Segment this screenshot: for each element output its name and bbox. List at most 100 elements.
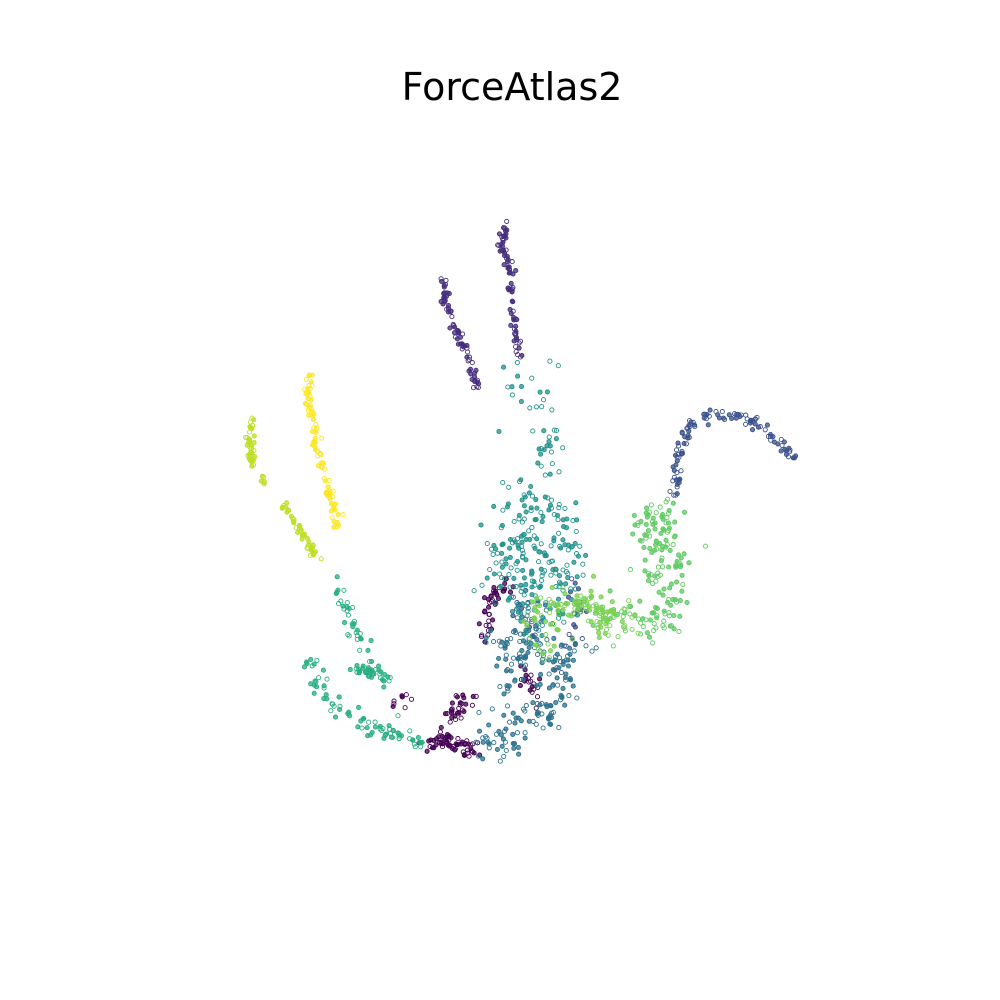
scatter-point [482, 608, 488, 614]
scatter-point [510, 271, 516, 277]
scatter-point [508, 322, 514, 328]
scatter-point [553, 700, 559, 706]
scatter-point [546, 714, 552, 720]
scatter-point [335, 512, 341, 518]
scatter-point [532, 582, 538, 588]
scatter-point [603, 627, 610, 633]
scatter-point [635, 630, 641, 636]
scatter-point [668, 602, 674, 608]
scatter-point [637, 598, 643, 604]
scatter-point [672, 597, 679, 603]
scatter-point [638, 631, 644, 637]
scatter-point [370, 671, 376, 677]
scatter-point [497, 571, 503, 577]
scatter-point [506, 484, 512, 490]
scatter-point [506, 571, 512, 578]
scatter-point [353, 666, 359, 672]
scatter-point [554, 651, 560, 657]
series-cluster-9 [302, 372, 346, 530]
scatter-point [446, 733, 452, 739]
scatter-point [510, 731, 516, 737]
scatter-point [578, 609, 584, 615]
scatter-point [497, 684, 503, 690]
scatter-point [649, 640, 656, 646]
scatter-point [672, 533, 678, 539]
scatter-point [491, 740, 497, 746]
scatter-point [411, 741, 417, 747]
scatter-point [652, 520, 658, 526]
scatter-point [246, 439, 252, 445]
scatter-point [476, 621, 482, 627]
scatter-point [556, 573, 563, 579]
scatter-point [368, 638, 374, 644]
scatter-point [556, 725, 562, 731]
scatter-point [670, 542, 676, 548]
scatter-point [523, 509, 529, 515]
scatter-point [551, 643, 557, 649]
scatter-point [399, 693, 405, 699]
scatter-point [381, 684, 387, 690]
scatter-point [660, 623, 666, 629]
scatter-point [462, 740, 468, 746]
scatter-point [314, 657, 320, 663]
scatter-point [518, 588, 524, 594]
scatter-point [701, 415, 707, 421]
scatter-point [319, 463, 325, 469]
scatter-point [415, 734, 421, 741]
scatter-point [657, 504, 663, 510]
scatter-point [503, 656, 509, 662]
scatter-point [590, 622, 596, 629]
scatter-point [566, 631, 572, 637]
scatter-point [548, 449, 555, 455]
scatter-point [536, 627, 542, 633]
scatter-point [622, 623, 628, 629]
scatter-point [431, 737, 437, 743]
scatter-point [508, 661, 515, 667]
scatter-point [541, 550, 547, 556]
scatter-point [321, 685, 327, 691]
scatter-point [596, 630, 602, 636]
scatter-point [593, 645, 599, 651]
scatter-point [539, 519, 545, 525]
scatter-point [537, 603, 543, 609]
scatter-point [515, 373, 521, 379]
scatter-point [323, 478, 329, 484]
scatter-point [372, 719, 378, 725]
scatter-point [532, 604, 538, 610]
scatter-point [583, 552, 589, 558]
scatter-point [520, 663, 527, 670]
scatter-point [504, 218, 510, 224]
scatter-point [499, 564, 505, 570]
scatter-point [494, 663, 500, 669]
scatter-point [533, 682, 540, 689]
scatter-point [504, 259, 511, 265]
scatter-point [752, 421, 758, 427]
scatter-point [665, 520, 672, 526]
scatter-point [546, 655, 552, 661]
scatter-point [605, 632, 611, 638]
scatter-point [522, 735, 528, 741]
scatter-point [513, 323, 519, 329]
scatter-point [547, 648, 554, 654]
scatter-point [304, 535, 311, 542]
scatter-point [515, 744, 521, 750]
scatter-point [573, 586, 579, 592]
scatter-point [551, 511, 557, 518]
scatter-point [676, 552, 682, 558]
scatter-point [447, 719, 453, 725]
scatter-point [519, 585, 525, 591]
scatter-point [681, 440, 687, 447]
scatter-point [509, 608, 515, 615]
scatter-point [556, 505, 562, 511]
scatter-point [258, 478, 264, 484]
scatter-point [532, 545, 538, 551]
scatter-point [334, 519, 340, 525]
scatter-point [781, 439, 787, 445]
scatter-point [655, 573, 661, 579]
scatter-point [538, 541, 544, 547]
scatter-point [319, 435, 325, 441]
scatter-point [558, 669, 565, 676]
scatter-point [519, 547, 525, 553]
scatter-point [572, 606, 578, 612]
